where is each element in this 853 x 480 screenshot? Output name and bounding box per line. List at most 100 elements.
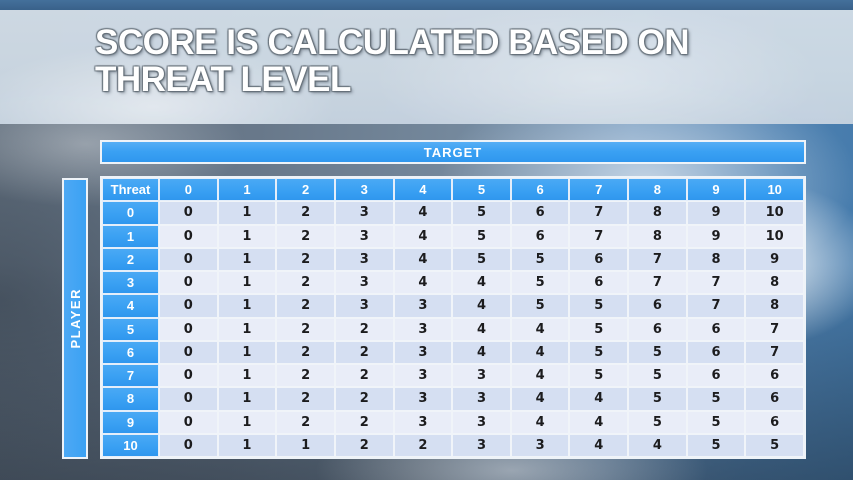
player-header-label: PLAYER	[67, 288, 83, 349]
score-cell: 2	[334, 317, 394, 341]
score-cell: 7	[628, 247, 687, 271]
target-header-label: TARGET	[423, 144, 483, 160]
score-cell: 9	[686, 201, 746, 225]
score-cell: 4	[393, 201, 453, 225]
score-cell: 5	[452, 201, 511, 225]
score-cell: 4	[510, 340, 570, 364]
score-cell: 5	[452, 224, 511, 248]
score-cell: 3	[393, 410, 453, 434]
top-strip	[0, 0, 853, 10]
score-cell: 5	[510, 294, 570, 318]
score-cell: 2	[276, 387, 335, 411]
score-cell: 3	[510, 433, 570, 457]
score-table: Threat 0 1 2 3 4 5 6 7 8 9 10 0 0 1 2 3 4 5 6 7 8 9 10 1 0 1 2 3 4 5 6 7…	[100, 176, 806, 459]
score-cell: 2	[276, 271, 335, 295]
score-cell: 6	[628, 317, 687, 341]
score-cell: 2	[276, 340, 335, 364]
score-cell: 6	[745, 387, 804, 411]
score-cell: 5	[686, 387, 746, 411]
score-cell: 1	[217, 294, 277, 318]
score-cell: 5	[628, 364, 687, 388]
score-cell: 6	[628, 294, 687, 318]
row-header-cell: 5	[102, 317, 159, 341]
row-header-cell: 7	[102, 364, 159, 388]
score-cell: 4	[510, 387, 570, 411]
score-cell: 7	[569, 224, 629, 248]
column-header-cell: 8	[628, 178, 687, 202]
score-cell: 2	[276, 224, 335, 248]
score-cell: 3	[334, 201, 394, 225]
score-cell: 2	[276, 294, 335, 318]
score-cell: 0	[159, 247, 218, 271]
score-cell: 2	[276, 247, 335, 271]
score-cell: 3	[452, 387, 511, 411]
score-cell: 5	[569, 317, 629, 341]
score-cell: 1	[217, 410, 277, 434]
column-header-cell: 10	[745, 178, 804, 202]
score-cell: 0	[159, 271, 218, 295]
score-cell: 1	[217, 271, 277, 295]
column-header-cell: 6	[510, 178, 570, 202]
score-cell: 8	[628, 224, 687, 248]
page-title: SCORE IS CALCULATED BASED ON THREAT LEVE…	[95, 23, 690, 99]
score-cell: 5	[628, 387, 687, 411]
column-header-cell: 4	[393, 178, 453, 202]
score-cell: 0	[159, 364, 218, 388]
title-band	[0, 10, 853, 124]
score-cell: 5	[510, 247, 570, 271]
score-cell: 3	[452, 410, 511, 434]
score-cell: 6	[510, 201, 570, 225]
score-cell: 3	[334, 271, 394, 295]
score-cell: 2	[334, 340, 394, 364]
score-cell: 8	[745, 271, 804, 295]
score-cell: 4	[510, 364, 570, 388]
score-cell: 2	[393, 433, 453, 457]
score-cell: 1	[217, 387, 277, 411]
column-header-cell: 3	[334, 178, 394, 202]
row-header-cell: 8	[102, 387, 159, 411]
score-cell: 9	[745, 247, 804, 271]
score-cell: 0	[159, 224, 218, 248]
score-cell: 10	[745, 201, 804, 225]
score-cell: 1	[217, 247, 277, 271]
score-cell: 0	[159, 340, 218, 364]
score-cell: 4	[569, 410, 629, 434]
score-cell: 3	[452, 364, 511, 388]
score-cell: 6	[686, 340, 746, 364]
row-header-cell: 0	[102, 201, 159, 225]
score-cell: 0	[159, 433, 218, 457]
score-cell: 4	[628, 433, 687, 457]
score-cell: 2	[334, 364, 394, 388]
score-cell: 1	[217, 433, 277, 457]
score-cell: 7	[745, 317, 804, 341]
score-cell: 2	[276, 201, 335, 225]
row-header-cell: 1	[102, 224, 159, 248]
column-header-cell: 2	[276, 178, 335, 202]
score-cell: 10	[745, 224, 804, 248]
row-header-cell: 3	[102, 271, 159, 295]
column-header-cell: 1	[217, 178, 277, 202]
score-cell: 4	[569, 387, 629, 411]
score-cell: 5	[569, 364, 629, 388]
score-cell: 3	[393, 340, 453, 364]
score-cell: 5	[510, 271, 570, 295]
score-cell: 3	[393, 364, 453, 388]
column-header-cell: 5	[452, 178, 511, 202]
score-cell: 3	[452, 433, 511, 457]
score-cell: 0	[159, 294, 218, 318]
score-cell: 7	[745, 340, 804, 364]
score-cell: 0	[159, 387, 218, 411]
score-cell: 1	[217, 364, 277, 388]
score-cell: 6	[686, 317, 746, 341]
score-cell: 5	[745, 433, 804, 457]
score-cell: 3	[334, 224, 394, 248]
score-cell: 6	[745, 364, 804, 388]
score-cell: 9	[686, 224, 746, 248]
score-cell: 6	[569, 247, 629, 271]
row-header-cell: 10	[102, 433, 159, 457]
score-cell: 0	[159, 317, 218, 341]
column-header-cell: 7	[569, 178, 629, 202]
corner-header-cell: Threat	[102, 178, 159, 202]
score-cell: 1	[217, 317, 277, 341]
